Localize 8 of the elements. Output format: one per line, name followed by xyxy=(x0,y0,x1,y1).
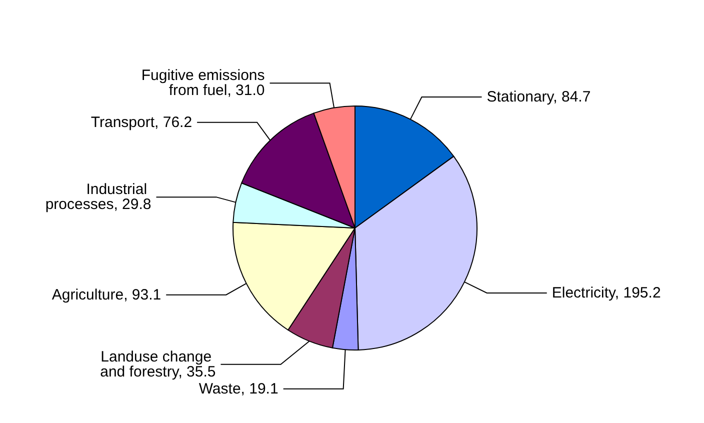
slice-label: Agriculture, 93.1 xyxy=(52,286,162,304)
slice-label: Stationary, 84.7 xyxy=(486,88,591,106)
slice-label: Industrial processes, 29.8 xyxy=(45,181,152,214)
slice-label: Transport, 76.2 xyxy=(90,114,192,131)
slice-label: Waste, 19.1 xyxy=(198,380,278,398)
slice-label: Landuse change and forestry, 35.5 xyxy=(100,348,216,380)
slice-label: Electricity, 195.2 xyxy=(552,284,661,302)
slice-label: Fugitive emissions from fuel, 31.0 xyxy=(141,67,265,100)
